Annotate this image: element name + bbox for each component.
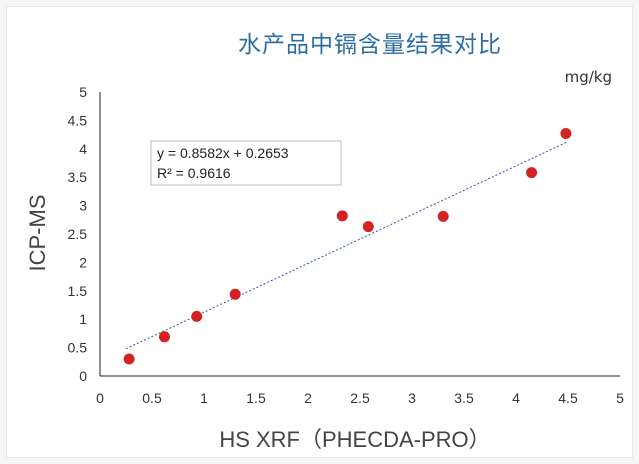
tick-labels: 0 0.5 1 1.5 2 2.5 3 3.5 4 4.5 5 0 0.5 1 1.5 2 2.5 3 3.5 4 4.… [68,84,625,406]
axes [99,92,620,377]
data-points [123,127,572,365]
x-tick-label: 2 [304,390,312,406]
x-tick-label: 4.5 [558,390,578,406]
x-tick-label: 3.5 [454,390,474,406]
y-tick-label: 0 [79,368,87,384]
chart-title: 水产品中镉含量结果对比 [238,32,502,58]
y-tick-label: 1 [79,311,87,327]
r-squared-text: R² = 0.9616 [157,165,231,181]
data-point [191,310,203,322]
y-tick-label: 3 [79,198,87,214]
x-tick-label: 2.5 [350,390,370,406]
data-point [362,221,374,233]
y-tick-label: 2 [79,254,87,270]
data-point [526,167,538,179]
data-point [158,331,170,343]
y-tick-label: 4 [79,141,87,157]
y-tick-label: 2.5 [68,226,88,242]
x-tick-label: 0 [96,390,104,406]
x-tick-label: 3 [408,390,416,406]
data-point [336,210,348,222]
chart-frame [6,6,633,458]
x-tick-label: 1.5 [246,390,266,406]
x-tick-label: 1 [200,390,208,406]
equation-text: y = 0.8582x + 0.2653 [157,145,289,161]
equation-box [150,140,342,186]
data-point [437,210,449,222]
y-tick-label: 5 [79,84,87,100]
data-point [560,127,572,139]
data-point [123,353,135,365]
unit-label: mg/kg [565,68,612,86]
x-axis-title: HS XRF（PHECDA-PRO） [219,427,490,452]
x-tick-label: 4 [512,390,520,406]
y-tick-label: 0.5 [68,340,88,356]
x-tick-label: 0.5 [142,390,162,406]
x-tick-label: 5 [616,390,624,406]
y-tick-label: 3.5 [68,169,88,185]
y-axis-title: ICP-MS [25,195,50,272]
y-tick-label: 4.5 [68,112,88,128]
data-point [229,288,241,300]
y-tick-label: 1.5 [68,283,88,299]
